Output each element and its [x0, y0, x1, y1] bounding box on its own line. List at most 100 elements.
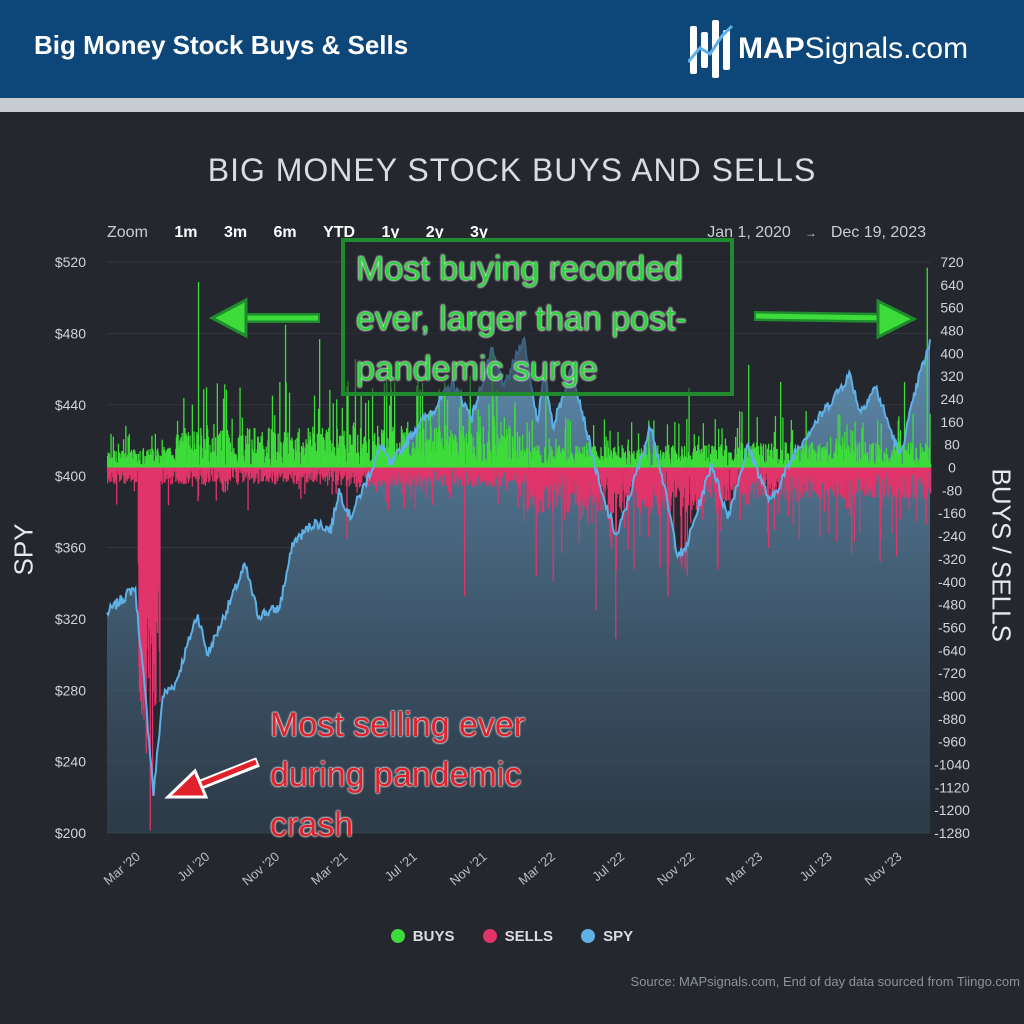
buy-bar [531, 420, 533, 468]
buy-bar [831, 458, 833, 468]
sell-bar [307, 467, 309, 483]
sell-bar [930, 467, 932, 494]
sell-bar [908, 467, 910, 510]
sell-bar [891, 467, 893, 534]
zoom-3m-button[interactable]: 3m [223, 224, 248, 241]
buy-bar [739, 411, 741, 468]
legend-buys[interactable]: BUYS [390, 928, 454, 945]
buy-bar [122, 439, 125, 468]
buy-bar [713, 446, 715, 468]
buy-bar [370, 460, 372, 468]
date-range-end[interactable]: Dec 19, 2023 [830, 224, 926, 241]
sell-bar [777, 467, 779, 482]
buy-bar [798, 446, 800, 468]
zoom-1m-button[interactable]: 1m [174, 224, 198, 241]
sell-bar [925, 467, 927, 525]
sell-bar [814, 467, 816, 493]
buy-bar [660, 450, 662, 468]
buy-bar [220, 450, 222, 468]
sell-bar [589, 467, 591, 496]
buy-bar [215, 437, 217, 468]
sell-bar [251, 467, 254, 477]
sell-bar [775, 467, 777, 497]
sell-bar [672, 467, 674, 493]
buy-bar [426, 440, 428, 468]
buy-bar [757, 446, 760, 468]
sell-bar [837, 467, 839, 495]
sell-bar [648, 467, 650, 492]
buy-bar [168, 448, 170, 468]
sell-bar [915, 467, 917, 494]
sell-bar [337, 467, 340, 481]
sell-bar [911, 467, 913, 475]
buy-bar [473, 447, 475, 468]
buy-bar [718, 428, 720, 468]
buy-bar [203, 389, 205, 468]
sell-bar [599, 467, 601, 480]
sell-bar [132, 467, 134, 478]
buy-bar [879, 448, 881, 468]
buy-bar [213, 424, 215, 468]
sell-bar [209, 467, 212, 469]
sell-bar [254, 467, 256, 482]
legend-sells[interactable]: SELLS [482, 928, 553, 945]
x-tick-label: Nov '20 [239, 849, 282, 889]
sell-bar [136, 467, 138, 471]
sell-bar [590, 467, 592, 482]
buy-bar [127, 436, 129, 468]
zoom-ytd-button[interactable]: YTD [323, 224, 356, 241]
sell-bar [449, 467, 451, 498]
zoom-6m-button[interactable]: 6m [273, 224, 297, 241]
buy-bar-notable [354, 359, 357, 468]
sell-bar [421, 467, 423, 492]
sell-bar [465, 467, 467, 473]
legend-spy-dot [581, 929, 596, 943]
sell-bar [350, 467, 352, 484]
sell-bar [650, 467, 652, 514]
sell-bar [798, 467, 800, 539]
buy-bar [885, 447, 887, 468]
sell-bar [817, 467, 819, 498]
buy-bar [509, 427, 511, 468]
legend-spy[interactable]: SPY [581, 928, 633, 945]
sell-bar-notable [768, 467, 770, 548]
buy-bar [708, 461, 711, 468]
sell-bar-notable [895, 467, 898, 557]
buy-bar [332, 403, 334, 468]
sell-bar [621, 467, 623, 503]
right-tick-label: -1120 [935, 779, 970, 795]
buy-bar [535, 450, 537, 468]
buy-bar [674, 422, 676, 468]
sell-bar [401, 467, 403, 495]
buy-bar [421, 382, 424, 468]
buy-bar [884, 454, 886, 468]
buy-bar [704, 445, 706, 468]
sell-bar [282, 467, 284, 482]
date-range-start[interactable]: Jan 1, 2020 [707, 224, 791, 241]
mapsignals-logo[interactable]: MAPSignals.com [688, 18, 988, 80]
sell-bar [113, 467, 115, 484]
buy-bar [693, 434, 695, 468]
buy-bar [753, 442, 755, 468]
right-tick-label: -560 [938, 619, 966, 635]
buy-bar [758, 454, 761, 468]
buy-bar [365, 441, 367, 468]
zoom-2y-button[interactable]: 2y [425, 224, 444, 241]
buy-bar [349, 435, 351, 468]
zoom-3y-button[interactable]: 3y [470, 224, 488, 241]
sell-bar [741, 467, 744, 495]
sell-bar [432, 467, 434, 505]
sell-bar [527, 467, 529, 511]
buy-bar [201, 447, 203, 468]
sell-bar [290, 467, 292, 479]
sell-bar [729, 467, 731, 511]
buy-bar [329, 389, 331, 468]
sell-bar [556, 467, 558, 503]
zoom-1y-button[interactable]: 1y [381, 224, 400, 241]
sell-bar [723, 467, 725, 500]
right-tick-label: 0 [948, 460, 956, 476]
sell-bar [852, 467, 854, 495]
buy-bar [583, 446, 586, 468]
sell-bar [678, 467, 681, 492]
buy-bar [371, 388, 374, 468]
